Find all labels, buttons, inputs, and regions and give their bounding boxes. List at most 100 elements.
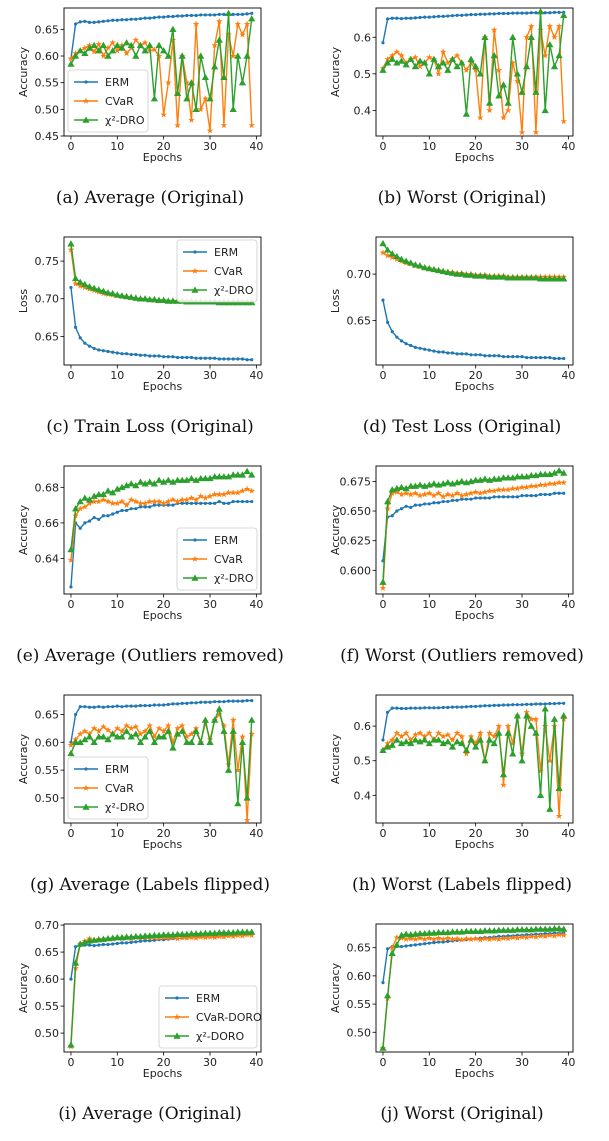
data-point [197, 105, 204, 113]
legend-marker [191, 267, 199, 274]
data-point [166, 702, 170, 707]
data-point [398, 733, 405, 740]
data-point [412, 731, 419, 738]
data-point [224, 766, 233, 773]
data-point [426, 729, 433, 736]
data-point [123, 501, 130, 508]
data-point [385, 320, 390, 324]
data-point [216, 491, 223, 498]
y-tick-label: 0.70 [347, 268, 372, 281]
data-point [234, 20, 242, 27]
data-point [202, 934, 209, 941]
series-tri [67, 240, 256, 306]
data-point [546, 275, 554, 282]
data-point [469, 704, 473, 709]
legend-marker [82, 784, 90, 791]
series-tri [67, 9, 256, 113]
plot-area [67, 467, 256, 589]
data-point [240, 499, 245, 504]
data-point [157, 503, 161, 507]
data-point [393, 59, 401, 66]
data-point [72, 280, 79, 287]
legend-label: χ²-DRO [105, 114, 145, 127]
data-point [541, 106, 549, 114]
data-point [192, 476, 200, 483]
data-point [208, 13, 212, 17]
data-point [486, 487, 493, 494]
legend-marker [193, 250, 197, 254]
data-point [555, 784, 563, 792]
data-point [453, 62, 461, 70]
data-point [243, 816, 251, 823]
data-point [560, 11, 568, 19]
data-point [469, 12, 473, 17]
data-point [501, 703, 506, 707]
data-point [478, 353, 482, 357]
caption-d: (d) Test Loss (Original) [362, 417, 562, 437]
legend-label: CVaR [105, 95, 134, 108]
y-axis-label: Loss [17, 289, 30, 313]
data-point [379, 746, 387, 754]
data-point [402, 935, 410, 942]
legend-marker [82, 97, 90, 104]
x-tick-label: 20 [469, 1056, 483, 1069]
data-point [399, 944, 404, 949]
data-point [120, 352, 124, 356]
y-tick-label: 0.65 [35, 23, 60, 36]
data-point [192, 105, 200, 113]
data-point [383, 497, 392, 505]
data-point [243, 485, 251, 492]
data-point [398, 52, 405, 59]
data-point [123, 49, 130, 57]
x-tick-label: 30 [203, 598, 217, 611]
data-point [481, 935, 489, 942]
data-point [95, 286, 103, 293]
y-axis-label: Accuracy [17, 733, 30, 784]
data-point [81, 735, 89, 743]
data-point [173, 476, 182, 483]
data-point [95, 40, 102, 48]
data-point [450, 14, 455, 18]
data-point [411, 261, 419, 268]
data-point [141, 733, 149, 740]
data-point [426, 934, 433, 941]
data-point [134, 507, 138, 511]
data-point [234, 931, 242, 939]
data-point [536, 791, 545, 799]
data-point [224, 929, 233, 936]
data-point [132, 36, 140, 43]
data-point [206, 492, 214, 499]
data-point [515, 703, 519, 707]
data-point [136, 295, 145, 302]
data-point [434, 62, 443, 70]
data-point [157, 15, 161, 19]
data-point [467, 733, 475, 740]
data-point [143, 505, 147, 509]
data-point [520, 703, 524, 707]
data-point [527, 33, 535, 40]
data-point [239, 733, 246, 740]
data-point [104, 487, 112, 494]
data-point [520, 494, 524, 498]
data-point [404, 706, 408, 711]
data-point [175, 14, 180, 18]
data-point [122, 933, 131, 940]
data-point [453, 928, 461, 935]
data-point [476, 272, 484, 279]
data-point [467, 927, 475, 935]
data-point [95, 733, 103, 740]
series-star [379, 931, 567, 1051]
data-point [404, 342, 408, 346]
data-point [185, 13, 189, 18]
data-point [224, 9, 233, 17]
data-point [481, 757, 489, 764]
data-point [150, 95, 158, 102]
data-point [113, 41, 121, 49]
data-point [551, 932, 558, 939]
data-point [76, 738, 84, 746]
data-point [402, 489, 410, 497]
y-tick-label: 0.55 [347, 998, 372, 1011]
plot-frame [63, 465, 262, 595]
data-point [248, 931, 255, 939]
x-axis-label: Epochs [455, 380, 495, 393]
